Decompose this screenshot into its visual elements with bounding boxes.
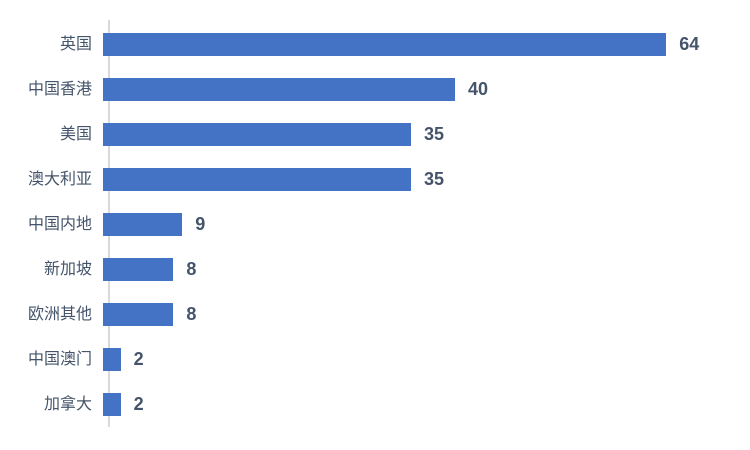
category-label: 英国: [59, 36, 92, 53]
bar[interactable]: [103, 213, 183, 236]
bar-track: 35: [100, 157, 750, 202]
category-label: 澳大利亚: [27, 171, 92, 188]
bar[interactable]: [103, 348, 121, 371]
bar-track: 2: [100, 337, 750, 382]
bar-track: 64: [100, 22, 750, 67]
value-label: 2: [133, 394, 144, 414]
value-label: 64: [679, 34, 700, 54]
value-label: 2: [133, 349, 144, 369]
category-label: 欧洲其他: [27, 306, 92, 323]
bar-row: 加拿大 2: [0, 382, 750, 427]
chart-plot-area: 英国 64 中国香港 40 美国 35 澳大利亚 35 中国内地 9 新加坡 8 欧洲其他 8 中国澳门 2 加…: [0, 22, 750, 427]
bar-row: 澳大利亚 35: [0, 157, 750, 202]
value-label: 40: [468, 79, 489, 99]
category-label: 中国内地: [27, 216, 92, 233]
value-label: 8: [186, 304, 197, 324]
bar-row: 美国 35: [0, 112, 750, 157]
bar-row: 新加坡 8: [0, 247, 750, 292]
value-label: 8: [186, 259, 197, 279]
category-label: 中国香港: [27, 81, 92, 98]
bar-track: 9: [100, 202, 750, 247]
value-label: 9: [195, 214, 206, 234]
bar[interactable]: [103, 33, 667, 56]
bar[interactable]: [103, 168, 411, 191]
bar-track: 2: [100, 382, 750, 427]
bar[interactable]: [103, 123, 411, 146]
bar[interactable]: [103, 393, 121, 416]
bar[interactable]: [103, 303, 174, 326]
category-label: 中国澳门: [27, 351, 92, 368]
bar-track: 35: [100, 112, 750, 157]
bar-row: 欧洲其他 8: [0, 292, 750, 337]
value-label: 35: [424, 124, 445, 144]
category-label: 新加坡: [43, 261, 92, 278]
bar-row: 中国澳门 2: [0, 337, 750, 382]
bar-track: 8: [100, 292, 750, 337]
category-label: 美国: [59, 126, 92, 143]
bar-row: 中国内地 9: [0, 202, 750, 247]
bar-track: 40: [100, 67, 750, 112]
bar-row: 英国 64: [0, 22, 750, 67]
bar[interactable]: [103, 78, 455, 101]
bar-row: 中国香港 40: [0, 67, 750, 112]
category-label: 加拿大: [43, 396, 92, 413]
value-label: 35: [424, 169, 445, 189]
bar-track: 8: [100, 247, 750, 292]
bar[interactable]: [103, 258, 174, 281]
